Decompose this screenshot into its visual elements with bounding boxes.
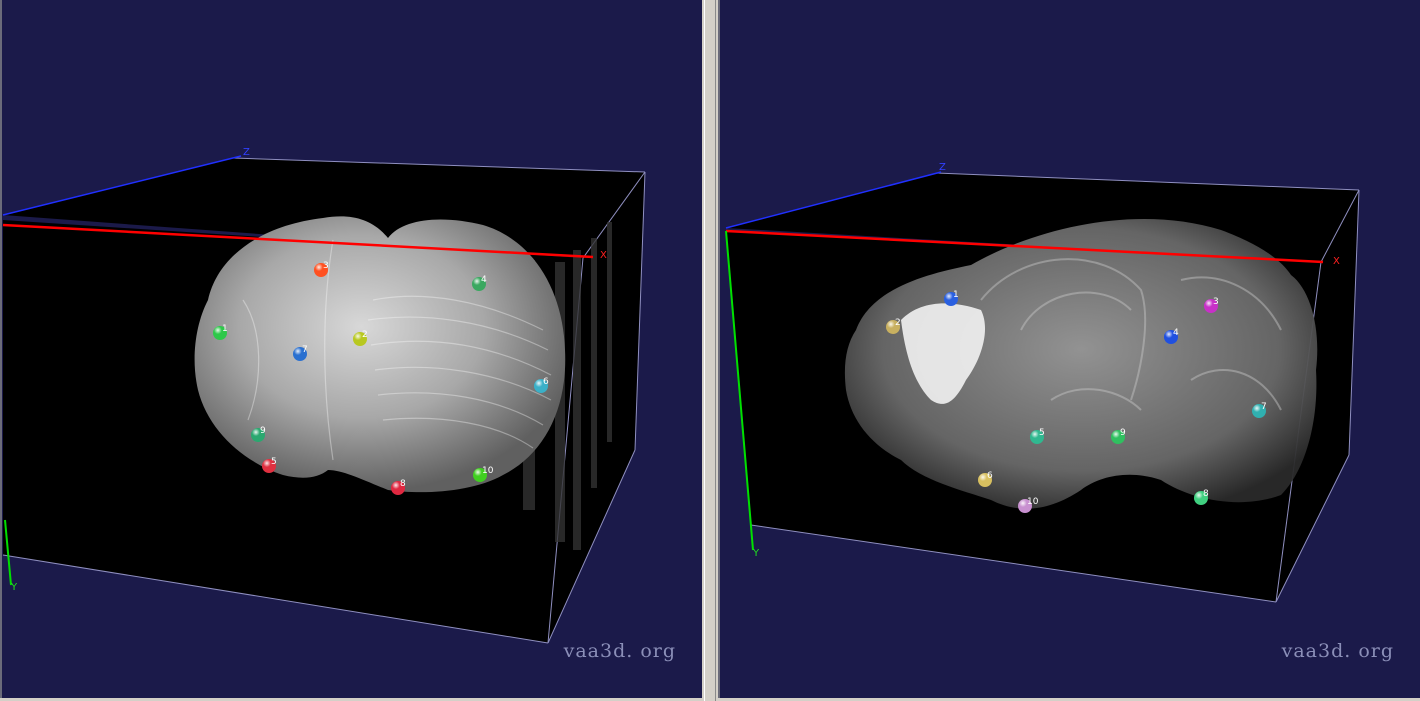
x-axis-label-left: X	[600, 250, 607, 261]
y-axis-label-right: Y	[752, 548, 760, 559]
z-axis-right	[725, 171, 942, 229]
markers-left: 1 2 3 4 5 6 7 8 9 10	[213, 261, 549, 495]
marker-right-7[interactable]: 7	[1252, 402, 1267, 418]
z-axis-label-right: Z	[939, 162, 946, 173]
marker-right-1[interactable]: 1	[944, 290, 959, 306]
marker-label: 4	[481, 275, 487, 285]
marker-left-5[interactable]: 5	[262, 457, 277, 473]
marker-highlight	[886, 320, 900, 334]
marker-highlight	[1018, 499, 1032, 513]
scene-right[interactable]: X Z Y 1 2 3 4 5 6 7 8 9 10	[720, 0, 1420, 698]
z-axis-left	[2, 155, 242, 216]
splitter-handle[interactable]	[704, 0, 716, 701]
marker-highlight	[1194, 491, 1208, 505]
marker-highlight	[314, 263, 328, 277]
marker-left-10[interactable]: 10	[473, 466, 494, 482]
marker-label: 4	[1173, 328, 1179, 338]
marker-left-6[interactable]: 6	[534, 377, 549, 393]
marker-left-4[interactable]: 4	[472, 275, 487, 291]
marker-label: 5	[271, 457, 277, 467]
marker-right-6[interactable]: 6	[978, 471, 993, 487]
marker-label: 9	[1120, 428, 1126, 438]
marker-left-3[interactable]: 3	[314, 261, 329, 277]
marker-highlight	[213, 326, 227, 340]
brain-volume-right	[844, 218, 1318, 509]
volume-box-edges-left	[2, 157, 646, 644]
marker-highlight	[262, 459, 276, 473]
marker-label: 1	[953, 290, 959, 300]
markers-right: 1 2 3 4 5 6 7 8 9 10	[886, 290, 1267, 513]
viewer-3d-right[interactable]: X Z Y 1 2 3 4 5 6 7 8 9 10 vaa3d. org	[718, 0, 1420, 698]
marker-highlight	[353, 332, 367, 346]
marker-highlight	[1164, 330, 1178, 344]
marker-highlight	[473, 468, 487, 482]
marker-label: 6	[987, 471, 993, 481]
marker-right-5[interactable]: 5	[1030, 428, 1045, 444]
marker-highlight	[391, 481, 405, 495]
marker-left-2[interactable]: 2	[353, 330, 368, 346]
marker-label: 5	[1039, 428, 1045, 438]
marker-label: 3	[323, 261, 329, 271]
marker-label: 10	[1027, 497, 1039, 507]
marker-label: 1	[222, 324, 228, 334]
marker-label: 7	[1261, 402, 1267, 412]
marker-left-8[interactable]: 8	[391, 479, 406, 495]
marker-label: 2	[362, 330, 368, 340]
marker-right-8[interactable]: 8	[1194, 489, 1209, 505]
marker-left-9[interactable]: 9	[251, 426, 266, 442]
marker-label: 8	[1203, 489, 1209, 499]
marker-highlight	[1111, 430, 1125, 444]
marker-right-3[interactable]: 3	[1204, 297, 1219, 313]
watermark-left: vaa3d. org	[563, 640, 676, 662]
viewer-3d-left[interactable]: X Z Y 1 2 3 4 5 6 7 8 9 10 vaa3d. org	[0, 0, 702, 698]
marker-highlight	[251, 428, 265, 442]
marker-highlight	[1030, 430, 1044, 444]
marker-highlight	[293, 347, 307, 361]
hippocampus-bright-region	[901, 303, 986, 404]
x-axis-right	[725, 229, 1324, 264]
x-axis-label-right: X	[1333, 256, 1340, 267]
marker-right-2[interactable]: 2	[886, 318, 901, 334]
marker-highlight	[1252, 404, 1266, 418]
watermark-right: vaa3d. org	[1281, 640, 1394, 662]
volume-box-side-right	[1276, 190, 1359, 602]
x-axis-left	[2, 223, 594, 259]
marker-label: 7	[302, 345, 308, 355]
marker-highlight	[978, 473, 992, 487]
marker-highlight	[534, 379, 548, 393]
brain-texture-right	[980, 258, 1282, 411]
brain-volume-left	[194, 216, 566, 493]
marker-label: 10	[482, 466, 494, 476]
y-axis-label-left: Y	[10, 582, 18, 593]
marker-label: 2	[895, 318, 901, 328]
y-axis-right	[725, 230, 754, 551]
marker-label: 8	[400, 479, 406, 489]
y-axis-left	[4, 519, 12, 586]
marker-label: 6	[543, 377, 549, 387]
marker-left-7[interactable]: 7	[293, 345, 308, 361]
brain-texture-left	[242, 239, 552, 461]
marker-label: 9	[260, 426, 266, 436]
marker-right-9[interactable]: 9	[1111, 428, 1126, 444]
marker-left-1[interactable]: 1	[213, 324, 228, 340]
marker-highlight	[472, 277, 486, 291]
marker-highlight	[944, 292, 958, 306]
marker-label: 3	[1213, 297, 1219, 307]
scene-left[interactable]: X Z Y 1 2 3 4 5 6 7 8 9 10	[2, 0, 702, 698]
z-axis-label-left: Z	[243, 147, 250, 158]
marker-right-4[interactable]: 4	[1164, 328, 1179, 344]
marker-highlight	[1204, 299, 1218, 313]
marker-right-10[interactable]: 10	[1018, 497, 1039, 513]
